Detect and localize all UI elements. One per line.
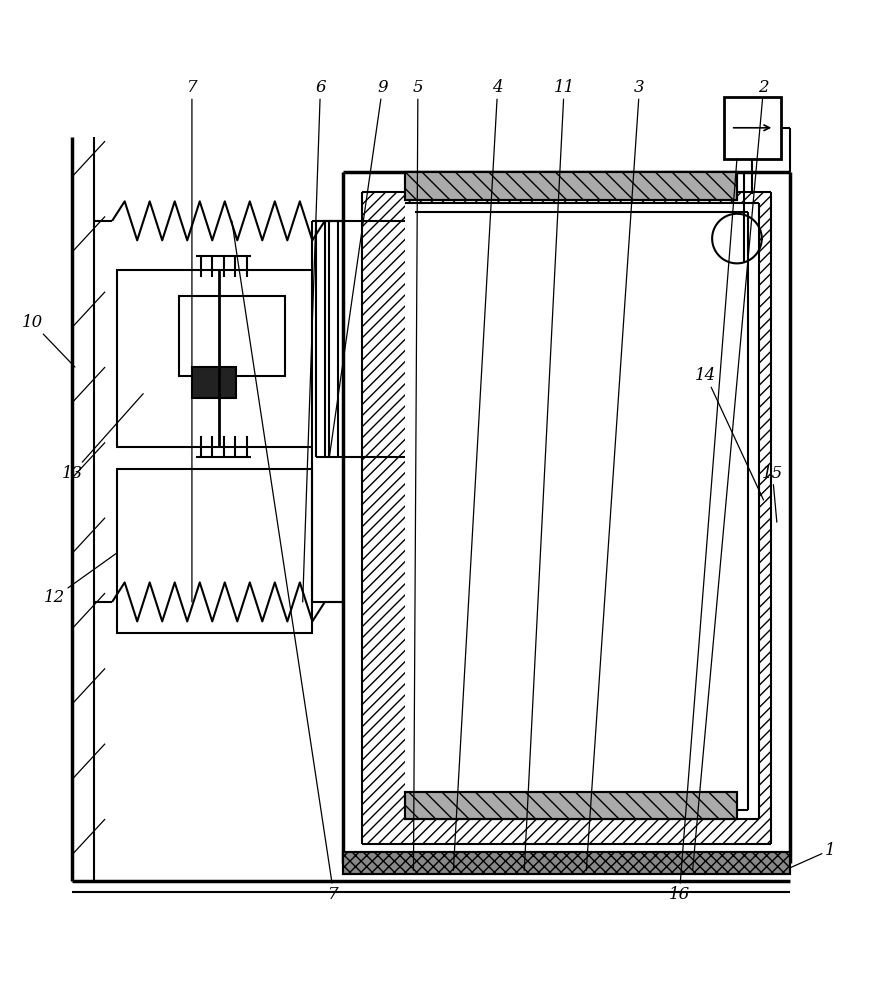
Text: 5: 5 [412, 79, 423, 870]
Bar [724, 97, 781, 159]
Text: 7: 7 [187, 79, 197, 602]
Text: 14: 14 [695, 367, 764, 500]
Text: 1: 1 [790, 842, 836, 868]
Bar [759, 203, 781, 819]
Text: 6: 6 [302, 79, 325, 602]
Bar [342, 852, 790, 874]
Text: 7: 7 [232, 221, 339, 903]
Bar [759, 203, 781, 819]
Text: 10: 10 [22, 314, 75, 367]
Bar [179, 296, 285, 376]
Text: 11: 11 [525, 79, 575, 870]
Bar [404, 172, 737, 200]
Bar [362, 192, 771, 844]
Bar [404, 203, 759, 819]
Bar [342, 852, 790, 874]
Text: 13: 13 [61, 394, 143, 482]
Text: 2: 2 [693, 79, 769, 870]
Bar [116, 270, 311, 447]
Text: 16: 16 [669, 159, 737, 903]
Bar [192, 367, 236, 398]
Bar [404, 792, 737, 819]
Text: 4: 4 [453, 79, 503, 870]
Bar [404, 792, 737, 819]
Bar [404, 172, 737, 200]
Text: 3: 3 [587, 79, 645, 870]
Text: 15: 15 [762, 465, 783, 522]
Text: 9: 9 [329, 79, 388, 457]
Text: 12: 12 [44, 553, 116, 606]
Bar [116, 469, 311, 633]
